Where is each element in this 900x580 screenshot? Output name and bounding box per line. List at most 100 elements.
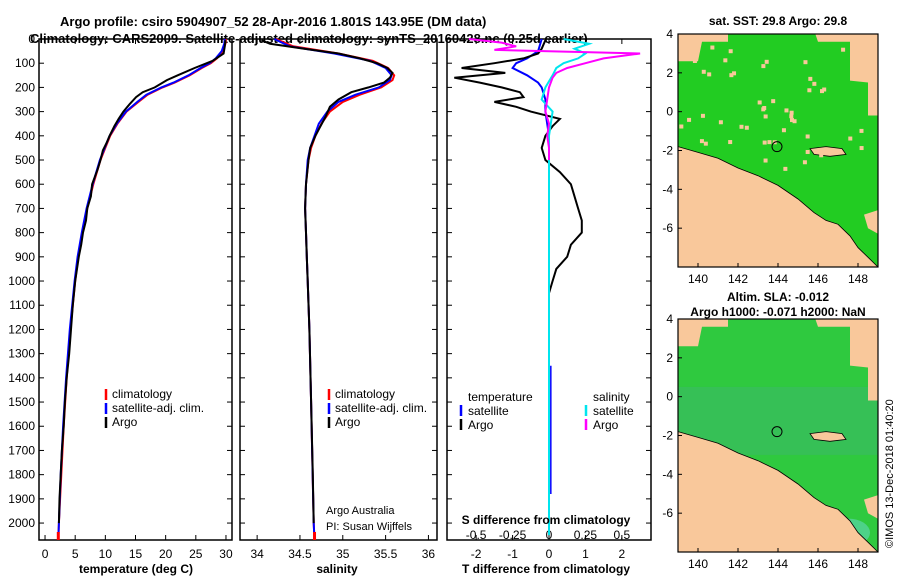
p-sla-ytick-label: -4 [662, 467, 673, 481]
temperature-series-argo [57, 40, 227, 524]
p-sst-missing-cell [757, 100, 762, 105]
p-sst-missing-cell [762, 140, 767, 145]
p-sst-missing-cell [822, 87, 827, 92]
p-sst-missing-cell [819, 153, 824, 158]
temperature-panel: 0100200300400500600700800900100011001200… [8, 32, 233, 561]
sla-map-panel: 140 142 144 146 148 -6 -4 -2 0 2 4 [662, 312, 879, 571]
temperature-xtick-label: 0 [42, 547, 49, 561]
imos-credit: ©IMOS 13-Dec-2018 01:40:20 [884, 399, 896, 548]
depth-tick-label: 1200 [8, 322, 35, 336]
depth-tick-label: 500 [15, 153, 35, 167]
p-sst-missing-cell [792, 119, 797, 124]
p-sst-missing-cell [710, 45, 715, 50]
p-sst-missing-cell [771, 99, 776, 104]
p-sst-missing-cell [711, 163, 716, 168]
p-sst-missing-cell [732, 71, 737, 76]
p-sst-missing-cell [682, 150, 687, 155]
temperature-legend-label: satellite-adj. clim. [112, 401, 204, 415]
depth-tick-label: 2000 [8, 516, 35, 530]
difference-xtick-label: 1 [582, 547, 589, 561]
temperature-xtick-label: 30 [219, 547, 233, 561]
p-sst-land-new-guinea [678, 146, 878, 267]
p-sst-missing-cell [718, 120, 723, 125]
p-sst-missing-cell [763, 114, 768, 119]
p-sst-missing-cell [789, 118, 794, 123]
salinity-series-argo [261, 39, 394, 524]
p-sst-missing-cell [729, 73, 734, 78]
depth-tick-label: 800 [15, 226, 35, 240]
depth-tick-label: 900 [15, 250, 35, 264]
p-sst-coastline [678, 146, 878, 267]
temperature-xtick-label: 25 [189, 547, 203, 561]
p-sst-missing-cell [841, 47, 846, 52]
depth-tick-label: 1900 [8, 492, 35, 506]
p-sla-coastline [678, 431, 878, 552]
temperature-series-climatology [57, 38, 227, 541]
p-sst-missing-cell [812, 81, 817, 86]
salinity-xtick-label: 34 [250, 547, 264, 561]
temperature-legend-label: climatology [112, 387, 172, 401]
p-sst-missing-cell [789, 110, 794, 115]
difference-xtick-label: 2 [619, 547, 626, 561]
p-sst-missing-cell [701, 69, 706, 74]
p-sst-missing-cell [693, 53, 698, 58]
p-sst-land-north [678, 34, 728, 62]
p-sla-xtick-label: 142 [728, 557, 748, 571]
p-sla-land-new-britain [864, 495, 878, 519]
p-sst-missing-cell [805, 134, 810, 139]
difference-legend-label: Argo [593, 418, 619, 432]
salinity-legend-label: climatology [335, 387, 395, 401]
p-sla-xtick-label: 144 [768, 557, 788, 571]
temperature-xtick-label: 5 [72, 547, 79, 561]
difference-xtick-label: -2 [471, 547, 482, 561]
p-sst-xtick-label: 142 [728, 272, 748, 286]
salinity-series-satellite-adj-clim- [273, 38, 393, 541]
salinity-xtick-label: 36 [422, 547, 436, 561]
p-sst-argo-marker [771, 141, 783, 153]
sla-map-title: Altim. SLA: -0.012 [727, 290, 829, 304]
p-sst-ytick-label: -4 [662, 182, 673, 196]
p-sst-missing-cell [761, 64, 766, 69]
p-sst-missing-cell [784, 108, 789, 113]
p-sst-ytick-label: 0 [666, 105, 673, 119]
p-sla-land-east [815, 319, 878, 401]
p-sst-missing-cell [687, 117, 692, 122]
temperature-series-satellite-adj-clim- [57, 38, 226, 541]
p-sst-missing-cell [802, 160, 807, 165]
difference-secondary-xlabel: S difference from climatology [462, 513, 631, 527]
difference-xtick-label: -1 [507, 547, 518, 561]
p-sst-missing-cell [808, 76, 813, 81]
p-sla-xtick-label: 146 [808, 557, 828, 571]
p-sla-argo-marker [771, 426, 783, 438]
difference-legend-label: satellite [593, 404, 634, 418]
difference-panel: -2-1012-0.5-0.2500.250.5temperaturesatel… [446, 38, 652, 561]
temperature-xlabel: temperature (deg C) [79, 562, 193, 576]
p-sst-missing-cell [854, 61, 859, 66]
p-sst-missing-cell [761, 107, 766, 112]
p-sst-missing-cell [848, 136, 853, 141]
depth-tick-label: 1600 [8, 419, 35, 433]
p-sla-content [678, 319, 878, 552]
p-sst-xtick-label: 144 [768, 272, 788, 286]
depth-tick-label: 0 [28, 32, 35, 46]
p-sla-ytick-label: 0 [666, 390, 673, 404]
depth-tick-label: 300 [15, 105, 35, 119]
salinity-xlabel: salinity [316, 562, 358, 576]
salinity-series-climatology [275, 38, 396, 541]
difference-secondary-xtick-label: -0.5 [466, 528, 487, 542]
p-sst-missing-cell [728, 140, 733, 145]
difference-legend-salinity-title: salinity [593, 390, 630, 404]
depth-tick-label: 700 [15, 201, 35, 215]
p-sst-missing-cell [707, 72, 712, 77]
p-sst-missing-cell [694, 44, 699, 49]
salinity-legend-label: Argo [335, 415, 361, 429]
p-sst-missing-cell [764, 59, 769, 64]
sst-map-title: sat. SST: 29.8 Argo: 29.8 [709, 14, 848, 28]
p-sst-missing-cell [739, 124, 744, 129]
salinity-annotation-line2: PI: Susan Wijffels [326, 521, 412, 533]
difference-xlabel: T difference from climatology [462, 562, 630, 576]
p-sst-missing-cell [767, 140, 772, 145]
p-sla-land-new-guinea [678, 431, 878, 552]
salinity-xtick-label: 35.5 [374, 547, 398, 561]
